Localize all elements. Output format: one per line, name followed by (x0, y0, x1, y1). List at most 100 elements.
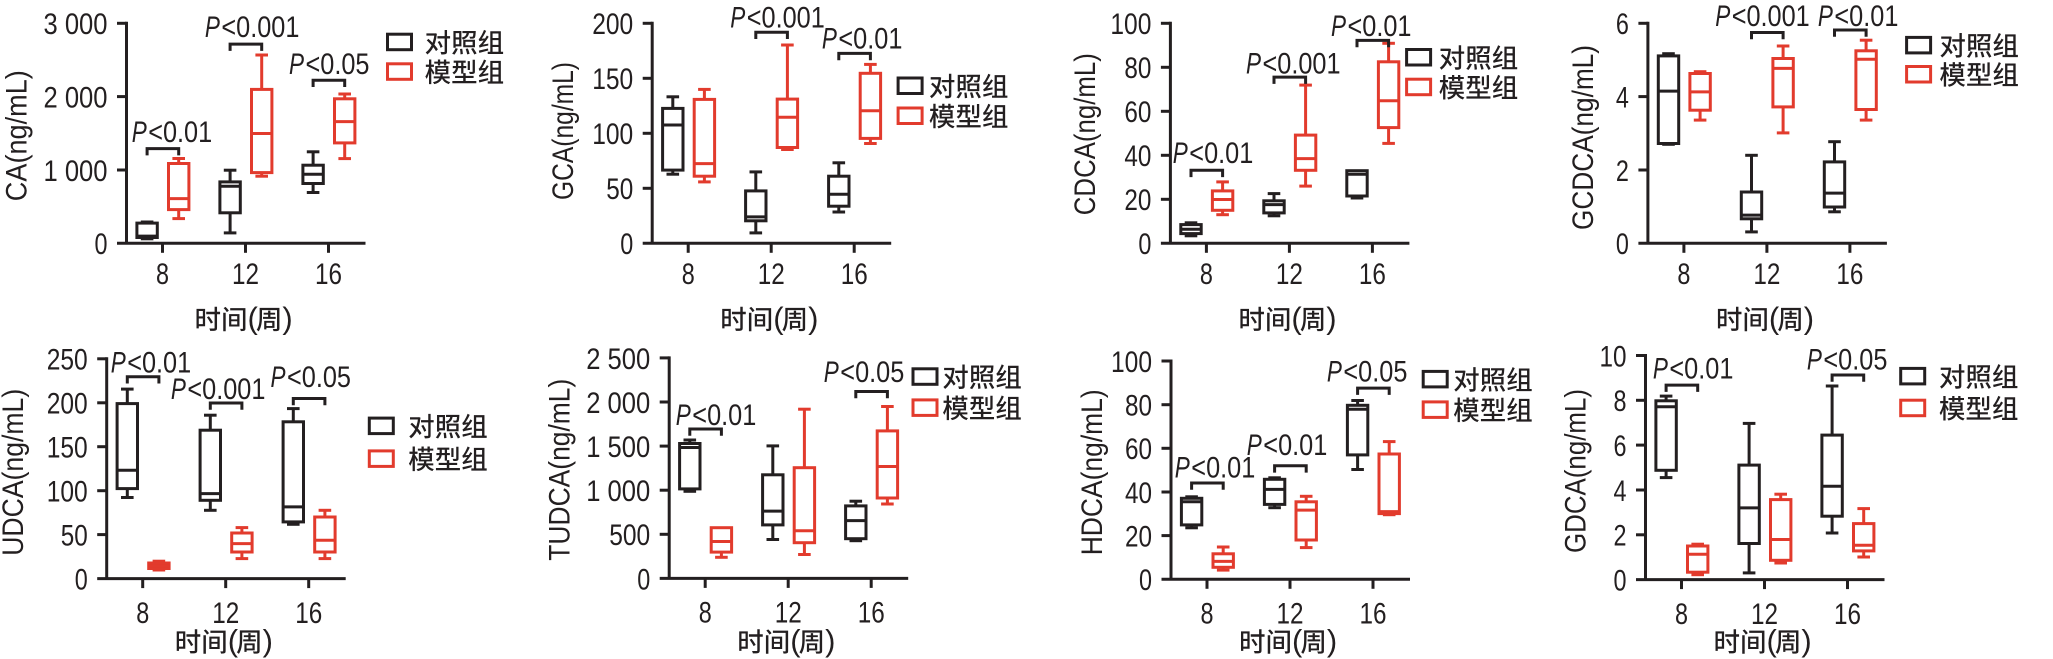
svg-text:10: 10 (1600, 340, 1627, 373)
svg-text:50: 50 (606, 173, 633, 206)
svg-text:1 500: 1 500 (586, 431, 650, 464)
svg-text:60: 60 (1124, 96, 1151, 129)
svg-text:TUDCA(ng/mL): TUDCA(ng/mL) (543, 379, 576, 561)
svg-text:<0.01: <0.01 (1191, 452, 1255, 485)
svg-text:0: 0 (620, 228, 633, 261)
svg-text:<0.05: <0.05 (1823, 344, 1887, 377)
svg-text:3 000: 3 000 (44, 8, 108, 41)
svg-text:100: 100 (592, 118, 633, 151)
svg-text:8: 8 (682, 258, 695, 291)
svg-text:8: 8 (1675, 598, 1688, 631)
svg-text:40: 40 (1124, 140, 1151, 173)
svg-text:<0.001: <0.001 (747, 1, 825, 34)
svg-text:<0.001: <0.001 (187, 373, 265, 406)
svg-text:P: P (822, 23, 837, 56)
svg-text:<0.05: <0.05 (840, 356, 904, 389)
svg-text:<0.01: <0.01 (1189, 137, 1253, 170)
svg-text:(: ( (773, 301, 784, 336)
svg-text:250: 250 (47, 344, 88, 377)
svg-text:16: 16 (858, 597, 885, 630)
svg-text:P: P (1173, 137, 1188, 170)
svg-text:(: ( (1769, 301, 1780, 336)
svg-text:12: 12 (232, 258, 259, 291)
svg-text:P: P (205, 11, 220, 44)
svg-text:(: ( (228, 623, 239, 658)
svg-text:0: 0 (1614, 565, 1627, 598)
svg-text:<0.01: <0.01 (1669, 353, 1733, 386)
svg-text:8: 8 (699, 597, 712, 630)
svg-text:0: 0 (637, 563, 650, 596)
svg-text:200: 200 (47, 388, 88, 421)
svg-text:8: 8 (1677, 258, 1690, 291)
svg-text:): ) (1327, 623, 1337, 658)
svg-text:2 000: 2 000 (586, 387, 650, 420)
svg-text:12: 12 (1276, 258, 1303, 291)
svg-text:150: 150 (592, 63, 633, 96)
svg-text:P: P (1246, 48, 1261, 81)
svg-text:8: 8 (1201, 598, 1214, 631)
svg-text:P: P (1331, 10, 1346, 43)
svg-text:100: 100 (1111, 346, 1152, 379)
svg-text:(: ( (1291, 301, 1302, 336)
svg-text:<0.001: <0.001 (1732, 0, 1810, 33)
svg-text:): ) (1801, 623, 1811, 658)
svg-text:16: 16 (841, 258, 868, 291)
svg-text:<0.01: <0.01 (1348, 10, 1412, 43)
svg-text:GCDCA(ng/mL): GCDCA(ng/mL) (1567, 45, 1600, 230)
svg-text:<0.05: <0.05 (1343, 356, 1407, 389)
svg-text:<0.001: <0.001 (221, 11, 299, 44)
svg-text:2 000: 2 000 (44, 82, 108, 115)
svg-text:CDCA(ng/mL): CDCA(ng/mL) (1069, 53, 1102, 215)
svg-text:8: 8 (156, 258, 169, 291)
svg-text:<0.01: <0.01 (692, 399, 756, 432)
svg-text:P: P (289, 48, 304, 81)
svg-text:<0.05: <0.05 (287, 361, 351, 394)
svg-text:CA(ng/mL): CA(ng/mL) (1, 70, 34, 201)
svg-text:1 000: 1 000 (44, 155, 108, 188)
svg-text:<0.01: <0.01 (1834, 0, 1898, 33)
svg-text:P: P (676, 399, 691, 432)
svg-text:P: P (271, 361, 286, 394)
svg-text:16: 16 (1836, 258, 1863, 291)
svg-text:8: 8 (136, 597, 149, 630)
svg-text:12: 12 (212, 597, 239, 630)
svg-text:16: 16 (1834, 598, 1861, 631)
svg-text:P: P (132, 116, 147, 149)
svg-text:16: 16 (315, 258, 342, 291)
svg-text:1 000: 1 000 (586, 475, 650, 508)
svg-text:4: 4 (1614, 475, 1627, 508)
svg-text:P: P (171, 373, 186, 406)
svg-text:0: 0 (95, 228, 108, 261)
svg-text:P: P (730, 1, 745, 34)
svg-text:P: P (1715, 0, 1730, 33)
svg-text:<0.01: <0.01 (838, 23, 902, 56)
svg-text:6: 6 (1614, 430, 1627, 463)
svg-text:P: P (1175, 452, 1190, 485)
svg-text:16: 16 (1359, 258, 1386, 291)
svg-text:8: 8 (1200, 258, 1213, 291)
svg-text:2: 2 (1614, 520, 1627, 553)
svg-text:12: 12 (1277, 598, 1304, 631)
svg-text:): ) (282, 301, 292, 336)
svg-text:20: 20 (1125, 521, 1152, 554)
svg-text:P: P (1653, 353, 1668, 386)
svg-text:GCA(ng/mL): GCA(ng/mL) (547, 62, 580, 200)
svg-text:<0.01: <0.01 (148, 116, 212, 149)
svg-text:150: 150 (47, 432, 88, 465)
svg-text:4: 4 (1616, 82, 1629, 115)
svg-text:(: ( (248, 301, 259, 336)
svg-text:2 500: 2 500 (586, 343, 650, 376)
svg-text:12: 12 (758, 258, 785, 291)
svg-text:12: 12 (1751, 598, 1778, 631)
svg-text:500: 500 (609, 519, 650, 552)
svg-text:16: 16 (1360, 598, 1387, 631)
svg-text:50: 50 (61, 520, 88, 553)
svg-text:<0.01: <0.01 (1263, 429, 1327, 462)
svg-text:): ) (1326, 301, 1336, 336)
svg-text:P: P (824, 356, 839, 389)
svg-text:80: 80 (1125, 390, 1152, 423)
svg-text:P: P (1247, 429, 1262, 462)
svg-text:): ) (1804, 301, 1814, 336)
svg-text:UDCA(ng/mL): UDCA(ng/mL) (0, 389, 30, 556)
svg-text:100: 100 (1110, 8, 1151, 41)
